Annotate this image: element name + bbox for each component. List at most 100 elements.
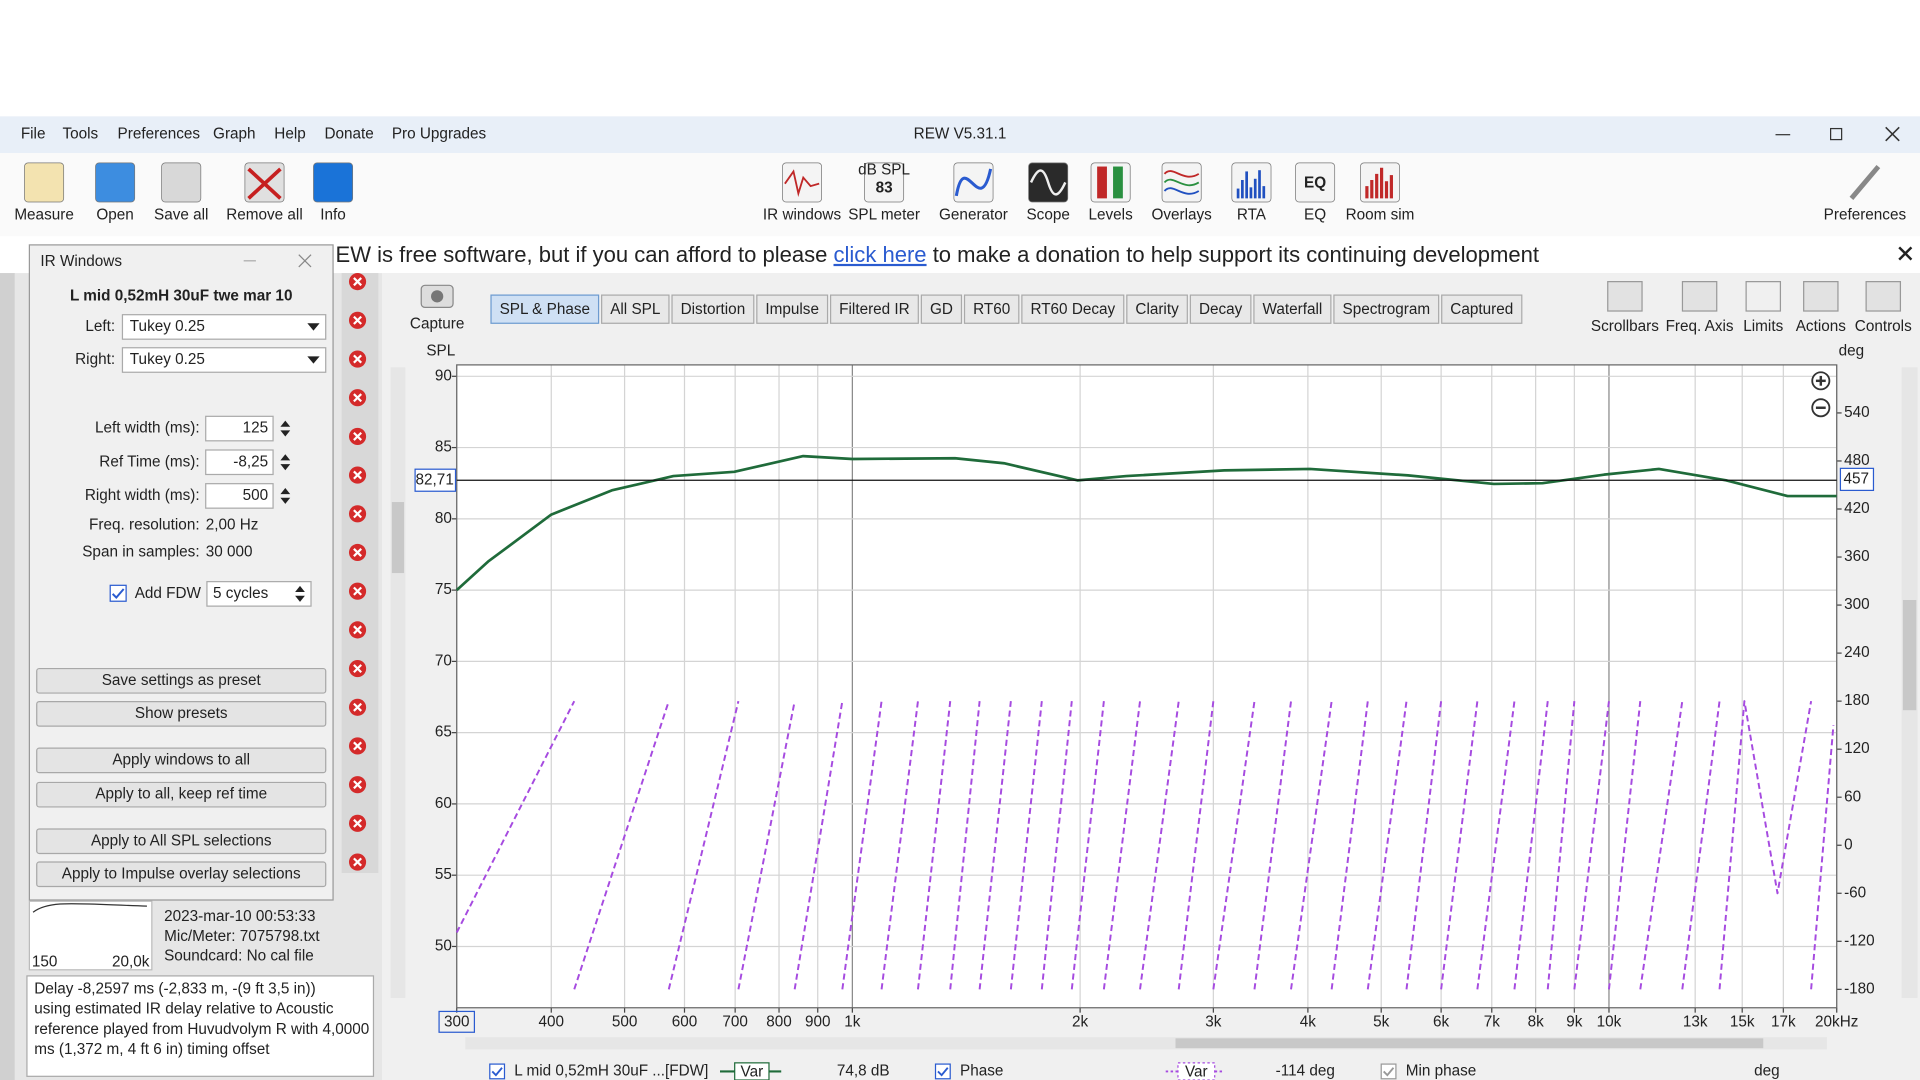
menu-item[interactable]: Help <box>274 126 305 143</box>
number-input[interactable] <box>205 483 274 509</box>
dialog-button[interactable] <box>36 701 327 727</box>
donate-link[interactable]: click here <box>834 242 927 267</box>
input-value[interactable]: -8,25 <box>233 453 268 470</box>
graph-tool-label[interactable]: Limits <box>1743 318 1783 335</box>
toolbar-label[interactable]: SPL meter <box>848 207 920 224</box>
toolbar-icon[interactable] <box>95 162 136 203</box>
input-value[interactable]: 500 <box>243 487 269 504</box>
graph-tab-label[interactable]: RT60 <box>973 301 1010 318</box>
select-value[interactable]: Tukey 0.25 <box>130 351 205 368</box>
toolbar-icon[interactable] <box>1090 162 1131 203</box>
toolbar-icon[interactable] <box>24 162 65 203</box>
input-value[interactable]: 125 <box>243 420 269 437</box>
toolbar-label[interactable]: Save all <box>154 207 208 224</box>
check-mark[interactable] <box>937 1067 949 1077</box>
menu-item[interactable]: Graph <box>213 126 256 143</box>
capture-label[interactable]: Capture <box>410 316 464 333</box>
graph-tab-label[interactable]: Distortion <box>681 301 746 318</box>
dialog-button-label[interactable]: Save settings as preset <box>102 672 262 689</box>
dialog-button-label[interactable]: Apply to All SPL selections <box>91 832 272 849</box>
graph-tab-label[interactable]: SPL & Phase <box>500 301 590 318</box>
v-scrollbar-thumb <box>1902 600 1917 711</box>
graph-tab-label[interactable]: Clarity <box>1135 301 1179 318</box>
graph-tab-label[interactable]: GD <box>930 301 953 318</box>
spinner[interactable] <box>280 454 291 471</box>
select-value[interactable]: Tukey 0.25 <box>130 318 205 335</box>
toolbar-label[interactable]: Generator <box>939 207 1008 224</box>
dialog-button-label[interactable]: Apply to all, keep ref time <box>95 786 267 803</box>
toolbar-icon[interactable] <box>864 162 905 203</box>
graph-tab[interactable] <box>1021 294 1125 324</box>
graph-tab[interactable] <box>963 294 1020 324</box>
graph-tab[interactable] <box>1126 294 1188 324</box>
toolbar-label[interactable]: Room sim <box>1346 207 1415 224</box>
graph-tab-label[interactable]: Decay <box>1199 301 1243 318</box>
toolbar-icon[interactable] <box>1161 162 1202 203</box>
dialog-button[interactable] <box>36 781 327 808</box>
dialog-button[interactable] <box>36 828 327 855</box>
graph-tab[interactable] <box>1441 294 1523 324</box>
legend-entry[interactable]: Phase <box>960 1062 1003 1079</box>
fdw-checkbox[interactable] <box>109 584 127 602</box>
toolbar-icon[interactable] <box>161 162 202 203</box>
graph-tool-label[interactable]: Freq. Axis <box>1666 318 1734 335</box>
legend-entry[interactable]: Min phase <box>1406 1062 1477 1079</box>
toolbar-icon[interactable] <box>1295 162 1336 203</box>
graph-tab-label[interactable]: All SPL <box>610 301 660 318</box>
graph-tab[interactable] <box>671 294 755 324</box>
graph-tab[interactable] <box>601 294 670 324</box>
toolbar-icon[interactable] <box>313 162 354 203</box>
graph-tab-label[interactable]: Impulse <box>765 301 819 318</box>
number-input[interactable] <box>205 415 274 442</box>
graph-tab[interactable] <box>490 294 600 324</box>
graph-tool-label[interactable]: Scrollbars <box>1591 318 1659 335</box>
check-mark[interactable] <box>491 1067 503 1077</box>
fdw-value[interactable]: 5 cycles <box>213 585 269 602</box>
dialog-button-label[interactable]: Apply to Impulse overlay selections <box>62 865 301 882</box>
graph-tab-label[interactable]: RT60 Decay <box>1030 301 1115 318</box>
window-select[interactable] <box>121 347 327 373</box>
graph-tab-label[interactable]: Spectrogram <box>1343 301 1431 318</box>
legend-entry[interactable]: L mid 0,52mH 30uF ...[FDW] <box>514 1062 708 1079</box>
toolbar-label[interactable]: RTA <box>1237 207 1267 224</box>
toolbar-label[interactable]: Open <box>96 207 133 224</box>
graph-tab-label[interactable]: Filtered IR <box>839 301 910 318</box>
graph-tab-label[interactable]: Waterfall <box>1263 301 1323 318</box>
menu-item[interactable]: File <box>21 126 46 143</box>
toolbar-label[interactable]: Measure <box>14 207 74 224</box>
menu-item[interactable]: Tools <box>62 126 98 143</box>
graph-tab[interactable] <box>1253 294 1332 324</box>
fdw-label[interactable]: Add FDW <box>135 585 202 602</box>
spinner[interactable] <box>295 585 305 602</box>
toolbar-label[interactable]: Remove all <box>226 207 303 224</box>
toolbar-label[interactable]: Overlays <box>1151 207 1212 224</box>
graph-tool-label[interactable]: Actions <box>1796 318 1847 335</box>
menu-item[interactable]: Preferences <box>118 126 201 143</box>
dialog-button[interactable] <box>36 747 327 774</box>
menu-item[interactable]: Donate <box>324 126 373 143</box>
toolbar-label[interactable]: EQ <box>1304 207 1326 224</box>
dialog-button-label[interactable]: Show presets <box>135 705 228 722</box>
spinner[interactable] <box>280 487 291 504</box>
dialog-button-label[interactable]: Apply windows to all <box>112 751 250 768</box>
graph-tab[interactable] <box>920 294 963 324</box>
graph-tool-label[interactable]: Controls <box>1855 318 1912 335</box>
dialog-button[interactable] <box>36 667 327 694</box>
graph-tab[interactable] <box>829 294 919 324</box>
toolbar-label[interactable]: Scope <box>1026 207 1069 224</box>
spinner[interactable] <box>280 420 291 437</box>
toolbar-label[interactable]: Info <box>320 207 346 224</box>
menu-item[interactable]: Pro Upgrades <box>392 126 487 143</box>
graph-tab[interactable] <box>1333 294 1440 324</box>
graph-tab[interactable] <box>756 294 829 324</box>
fdw-input[interactable] <box>206 581 312 607</box>
graph-tab-label[interactable]: Captured <box>1450 301 1513 318</box>
toolbar-label[interactable]: IR windows <box>763 207 842 224</box>
graph-tab[interactable] <box>1189 294 1252 324</box>
check-mark[interactable] <box>1383 1067 1395 1077</box>
window-select[interactable] <box>121 314 327 340</box>
dialog-button[interactable] <box>36 861 327 888</box>
number-input[interactable] <box>205 449 274 476</box>
toolbar-label[interactable]: Levels <box>1089 207 1134 224</box>
toolbar-label[interactable]: Preferences <box>1824 207 1907 224</box>
